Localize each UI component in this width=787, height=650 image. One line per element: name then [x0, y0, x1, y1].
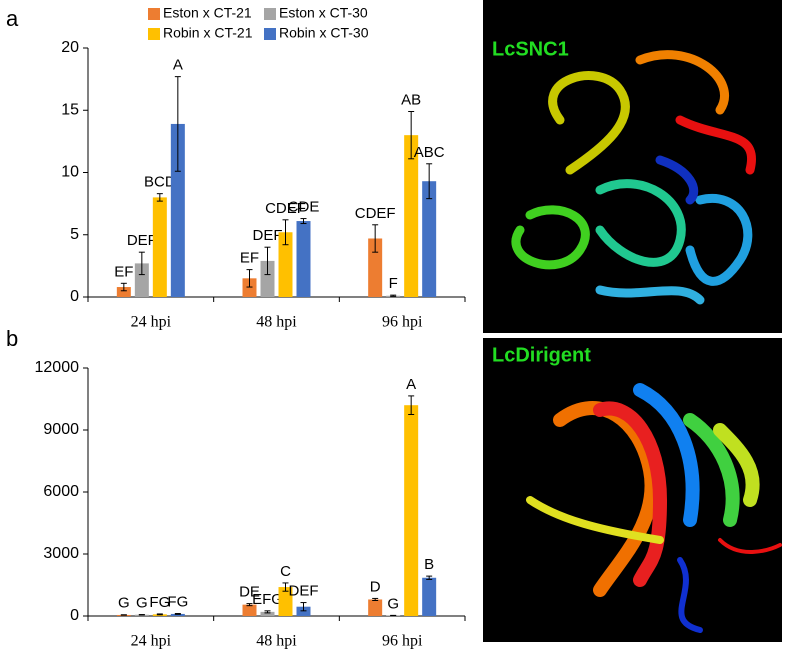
x-tick-label: 96 hpi — [382, 633, 423, 650]
y-tick-label: 10 — [61, 164, 79, 181]
bar — [278, 232, 293, 297]
image-label: LcDirigent — [492, 344, 591, 366]
legend-swatch — [264, 8, 276, 20]
legend-swatch — [148, 8, 160, 20]
bar — [170, 613, 185, 616]
significance-letter: A — [406, 376, 416, 393]
bar — [260, 260, 275, 297]
bar — [242, 278, 257, 297]
x-tick-label: 48 hpi — [256, 314, 297, 331]
bar — [404, 135, 419, 297]
significance-letter: DEF — [253, 227, 283, 244]
bar — [278, 587, 293, 616]
legend-label: Eston x CT-30 — [279, 5, 368, 21]
image-label: LcSNC1 — [492, 38, 569, 60]
significance-letter: G — [136, 595, 148, 612]
significance-letter: EF — [240, 250, 259, 267]
significance-letter: G — [387, 595, 399, 612]
protein-art — [511, 50, 782, 633]
significance-letter: FG — [149, 594, 170, 611]
y-tick-label: 6000 — [43, 483, 79, 500]
significance-letter: AB — [401, 91, 421, 108]
legend-label: Eston x CT-21 — [163, 5, 252, 21]
y-tick-label: 0 — [70, 607, 79, 624]
significance-letter: F — [389, 275, 398, 292]
bar — [368, 238, 383, 297]
bar — [422, 181, 437, 297]
y-tick-label: 20 — [61, 39, 79, 56]
legend-label: Robin x CT-30 — [279, 25, 369, 41]
y-tick-label: 15 — [61, 101, 79, 118]
bar — [134, 263, 149, 297]
significance-letter: ABC — [414, 144, 445, 161]
bar — [422, 577, 437, 616]
significance-letter: DEF — [289, 583, 319, 600]
significance-letter: EFG — [252, 591, 283, 608]
x-tick-label: 24 hpi — [131, 633, 172, 650]
significance-letter: D — [370, 578, 381, 595]
bar — [296, 221, 311, 297]
x-tick-label: 24 hpi — [131, 314, 172, 331]
bar — [242, 604, 257, 616]
panel-label: a — [6, 6, 19, 31]
significance-letter: B — [424, 556, 434, 573]
structure-image — [483, 0, 782, 333]
significance-letter: CDEF — [265, 200, 306, 217]
bar — [296, 606, 311, 616]
y-tick-label: 3000 — [43, 545, 79, 562]
bar — [404, 405, 419, 616]
significance-letter: G — [118, 595, 130, 612]
bar — [368, 599, 383, 616]
bar — [260, 611, 275, 616]
legend-swatch — [264, 28, 276, 40]
y-tick-label: 9000 — [43, 421, 79, 438]
x-tick-label: 48 hpi — [256, 633, 297, 650]
y-tick-label: 12000 — [35, 359, 80, 376]
significance-letter: CDEF — [355, 205, 396, 222]
significance-letter: EF — [114, 263, 133, 280]
significance-letter: C — [280, 563, 291, 580]
legend-label: Robin x CT-21 — [163, 25, 253, 41]
significance-letter: DEF — [127, 232, 157, 249]
significance-letter: CDE — [288, 199, 320, 216]
significance-letter: FG — [167, 593, 188, 610]
y-tick-label: 0 — [70, 288, 79, 305]
significance-letter: BCD — [144, 174, 176, 191]
y-tick-label: 5 — [70, 226, 79, 243]
x-tick-label: 96 hpi — [382, 314, 423, 331]
legend-swatch — [148, 28, 160, 40]
bar — [152, 197, 167, 297]
significance-letter: A — [173, 57, 183, 74]
significance-letter: DE — [239, 584, 260, 601]
panel-label: b — [6, 326, 18, 351]
bar — [170, 123, 185, 297]
bar — [116, 287, 131, 297]
